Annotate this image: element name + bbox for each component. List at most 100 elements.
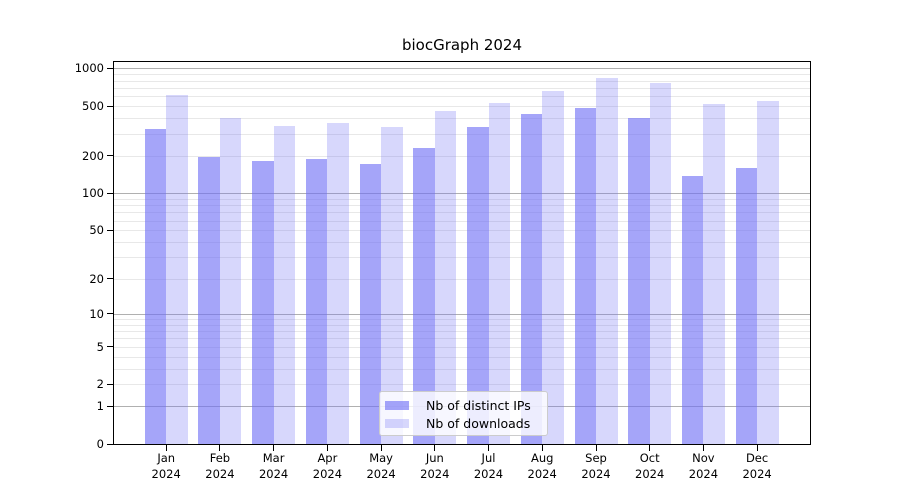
bar-distinct-ips-feb <box>198 157 220 444</box>
y-tick-0 <box>107 443 113 445</box>
x-tick-label-dec: Dec 2024 <box>742 451 772 481</box>
gridline-minor-60 <box>114 220 810 222</box>
bar-downloads-aug <box>542 90 564 444</box>
legend-swatch-downloads <box>385 418 409 428</box>
bar-distinct-ips-aug <box>520 113 543 444</box>
gridline-minor-70 <box>114 212 810 214</box>
bar-downloads-apr <box>327 123 349 444</box>
gridline-minor-4 <box>114 356 810 358</box>
plot-area <box>113 61 811 445</box>
bar-downloads-jun <box>434 111 457 444</box>
x-tick-jan <box>165 445 167 451</box>
y-tick-label-1: 1 <box>96 399 104 414</box>
x-tick-feb <box>219 445 221 451</box>
x-tick-mar <box>273 445 275 451</box>
bar-downloads-mar <box>273 125 296 444</box>
bar-downloads-nov <box>703 103 725 444</box>
x-tick-jun <box>434 445 436 451</box>
gridline-minor-6 <box>114 338 810 340</box>
bar-downloads-may <box>381 126 403 444</box>
bar-distinct-ips-jun <box>413 148 435 444</box>
y-tick-label-50: 50 <box>89 223 104 238</box>
bar-distinct-ips-may <box>359 163 382 444</box>
gridline-minor-40 <box>114 242 810 244</box>
y-tick-label-200: 200 <box>82 148 104 163</box>
bar-distinct-ips-sep <box>574 108 596 444</box>
gridline-minor-5 <box>114 346 810 348</box>
y-tick-500 <box>107 105 113 107</box>
gridline-minor-500 <box>114 106 810 107</box>
y-tick-label-100: 100 <box>82 186 104 201</box>
gridline-minor-800 <box>114 80 810 82</box>
x-tick-label-feb: Feb 2024 <box>205 451 235 481</box>
x-tick-label-aug: Aug 2024 <box>527 451 557 481</box>
legend-item-downloads: Nb of downloads <box>385 414 541 432</box>
x-tick-aug <box>541 445 543 451</box>
y-tick-label-10: 10 <box>89 306 104 321</box>
gridline-major-100 <box>114 193 810 195</box>
bar-distinct-ips-oct <box>628 118 650 444</box>
gridline-major-10 <box>114 313 810 315</box>
legend: Nb of distinct IPs Nb of downloads <box>379 391 548 436</box>
x-tick-apr <box>326 445 328 451</box>
gridline-minor-20 <box>114 278 810 280</box>
x-tick-label-may: May 2024 <box>366 451 396 481</box>
bar-distinct-ips-jan <box>144 128 167 444</box>
x-tick-label-jun: Jun 2024 <box>420 451 450 481</box>
x-tick-jul <box>488 445 489 451</box>
x-tick-dec <box>756 445 758 451</box>
y-tick-label-5: 5 <box>96 339 104 354</box>
x-tick-may <box>380 445 382 451</box>
gridline-minor-9 <box>114 318 810 320</box>
gridline-minor-600 <box>114 96 810 98</box>
x-tick-sep <box>595 445 597 451</box>
x-tick-label-nov: Nov 2024 <box>688 451 719 481</box>
bar-downloads-jul <box>488 102 510 444</box>
y-tick-200 <box>107 155 113 157</box>
x-tick-oct <box>649 445 651 451</box>
y-tick-label-1000: 1000 <box>74 61 104 76</box>
gridline-minor-80 <box>114 205 810 207</box>
legend-label-downloads: Nb of downloads <box>426 415 531 431</box>
gridline-minor-300 <box>114 133 810 135</box>
gridline-minor-8 <box>114 324 810 326</box>
y-tick-label-2: 2 <box>96 377 104 392</box>
gridline-minor-700 <box>114 87 810 89</box>
y-tick-label-0: 0 <box>96 437 104 451</box>
gridline-minor-50 <box>114 230 810 232</box>
y-tick-1 <box>107 405 113 407</box>
bar-downloads-jan <box>166 95 188 444</box>
gridline-minor-400 <box>114 118 810 120</box>
y-tick-label-500: 500 <box>82 99 104 113</box>
gridline-minor-30 <box>114 257 810 259</box>
x-tick-label-mar: Mar 2024 <box>258 451 289 481</box>
y-tick-label-20: 20 <box>89 271 104 286</box>
y-tick-50 <box>107 229 113 231</box>
y-tick-1000 <box>107 67 113 69</box>
x-tick-label-apr: Apr 2024 <box>312 451 343 481</box>
bar-downloads-sep <box>596 78 618 444</box>
bar-distinct-ips-mar <box>252 160 274 444</box>
y-tick-100 <box>107 192 113 194</box>
bar-downloads-oct <box>649 82 672 444</box>
x-tick-nov <box>702 445 704 451</box>
y-tick-10 <box>107 313 113 315</box>
y-tick-20 <box>107 278 113 279</box>
x-tick-label-jan: Jan 2024 <box>151 451 181 481</box>
gridline-major-1000 <box>114 68 810 70</box>
gridline-minor-3 <box>114 368 810 370</box>
gridline-minor-2 <box>114 384 810 386</box>
chart-title: biocGraph 2024 <box>401 36 523 54</box>
gridline-minor-90 <box>114 198 810 200</box>
bar-downloads-feb <box>219 117 242 444</box>
legend-label-distinct-ips: Nb of distinct IPs <box>426 397 531 413</box>
gridline-minor-900 <box>114 74 810 76</box>
bar-distinct-ips-dec <box>735 168 758 444</box>
bar-distinct-ips-nov <box>681 175 704 444</box>
x-tick-label-jul: Jul 2024 <box>473 451 504 481</box>
bar-distinct-ips-apr <box>305 158 328 444</box>
gridline-minor-7 <box>114 330 810 332</box>
y-tick-2 <box>107 383 113 385</box>
bar-distinct-ips-jul <box>467 126 489 444</box>
